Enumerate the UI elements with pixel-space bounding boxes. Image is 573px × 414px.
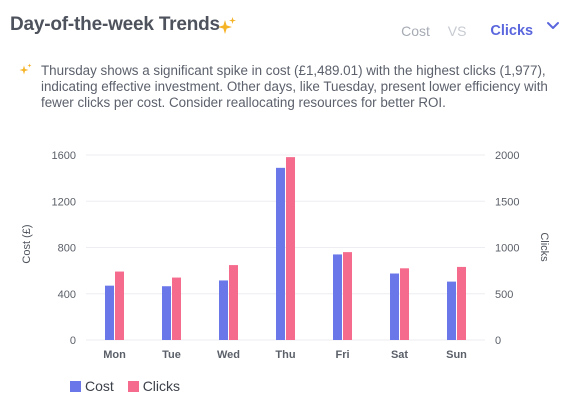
- bar-cost: [333, 254, 342, 340]
- y-right-tick-label: 2000: [495, 150, 519, 162]
- legend-swatch-clicks: [127, 381, 139, 392]
- bar-cost: [219, 280, 228, 340]
- bar-clicks: [400, 268, 409, 340]
- bar-cost: [105, 285, 114, 340]
- bar-clicks: [229, 265, 238, 340]
- compare-cost-label: Cost: [401, 23, 430, 40]
- bar-cost: [276, 167, 285, 340]
- legend-item-cost[interactable]: Cost: [70, 378, 114, 394]
- bar-cost: [447, 281, 456, 340]
- sparkle-icon: [19, 63, 32, 75]
- legend-label-clicks: Clicks: [142, 378, 181, 394]
- compare-metric-selector[interactable]: Clicks: [490, 23, 534, 40]
- sparkle-icon: [218, 17, 236, 34]
- grid-lines: [86, 154, 485, 341]
- card-header: Day-of-the-week Trends Cost VS Clicks: [10, 14, 563, 44]
- axes: 0 400 800 1200 1600 0 500 1000 1500 2000 Mon Tue Wed…: [52, 150, 520, 361]
- y-axis-left-label: Cost (£): [21, 224, 33, 263]
- compare-vs-label: VS: [447, 23, 467, 40]
- chevron-down-icon[interactable]: [543, 17, 563, 35]
- y-right-tick-label: 1000: [495, 243, 519, 255]
- x-tick-label: Wed: [217, 349, 240, 361]
- y-left-tick-label: 1200: [52, 196, 76, 208]
- y-right-tick-label: 0: [495, 335, 501, 347]
- day-of-week-bar-chart: 0 400 800 1200 1600 0 500 1000 1500 2000 Mon Tue Wed…: [21, 150, 550, 361]
- chart-legend: Cost Clicks: [70, 378, 190, 396]
- x-tick-label: Fri: [335, 349, 349, 361]
- y-axis-right-label: Clicks: [538, 232, 550, 262]
- bar-clicks: [172, 277, 181, 340]
- x-tick-label: Sun: [446, 349, 467, 361]
- x-tick-label: Mon: [103, 349, 126, 361]
- x-tick-label: Tue: [162, 349, 181, 361]
- bar-cost: [390, 273, 399, 340]
- y-left-tick-label: 1600: [52, 150, 76, 162]
- bar-cost: [162, 286, 171, 340]
- legend-label-cost: Cost: [85, 378, 114, 394]
- metric-comparison: Cost VS Clicks: [401, 17, 563, 41]
- insight-text: Thursday shows a significant spike in co…: [41, 63, 548, 110]
- legend-item-clicks[interactable]: Clicks: [127, 378, 181, 394]
- y-right-tick-label: 500: [495, 289, 513, 301]
- bar-clicks: [286, 157, 295, 340]
- y-left-tick-label: 400: [58, 289, 76, 301]
- legend-swatch-cost: [70, 381, 81, 392]
- bar-clicks: [343, 252, 352, 340]
- card-title: Day-of-the-week Trends: [10, 14, 220, 35]
- bars: [105, 157, 466, 340]
- bar-clicks: [115, 271, 124, 340]
- y-left-tick-label: 0: [70, 335, 76, 347]
- x-tick-label: Thu: [275, 349, 295, 361]
- x-tick-label: Sat: [391, 349, 408, 361]
- y-left-tick-label: 800: [58, 243, 76, 255]
- bar-clicks: [457, 266, 466, 340]
- y-right-tick-label: 1500: [495, 196, 519, 208]
